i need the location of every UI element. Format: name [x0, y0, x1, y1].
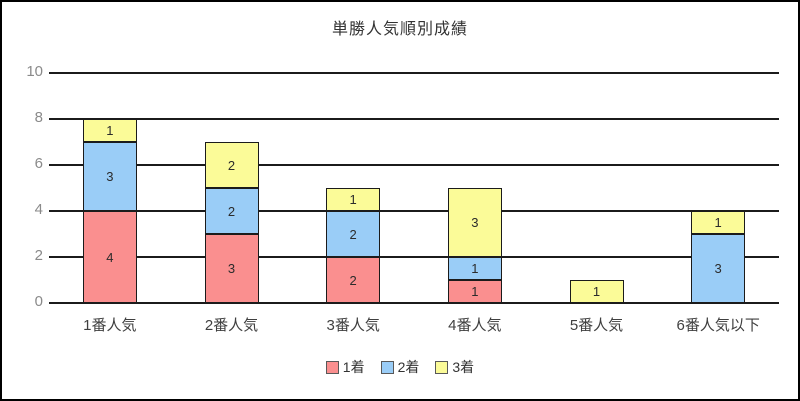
bar-segment-2着: 3: [82, 142, 137, 211]
legend-swatch: [435, 360, 449, 374]
legend-item-2着: 2着: [380, 357, 420, 377]
bar-segment-value: 3: [471, 215, 479, 230]
legend-item-3着: 3着: [435, 357, 474, 377]
bar-segment-value: 1: [471, 261, 479, 276]
gridline: [49, 72, 779, 74]
x-axis-category-label: 3番人気: [326, 317, 380, 334]
bar-segment-3着: 1: [82, 119, 137, 142]
bar-segment-value: 2: [349, 272, 357, 288]
bar-segment-value: 1: [106, 123, 114, 138]
legend-label: 3着: [452, 359, 475, 375]
y-axis-tick-label: 6: [34, 155, 43, 172]
gridline: [49, 164, 779, 166]
x-axis-category-label: 2番人気: [204, 317, 259, 334]
gridline: [49, 302, 779, 304]
legend-label: 2着: [397, 359, 420, 375]
x-axis-category-label: 5番人気: [569, 317, 624, 334]
bar-segment-3着: 1: [326, 188, 381, 211]
bar-segment-value: 3: [106, 169, 114, 184]
bar-segment-value: 4: [106, 249, 114, 265]
bar-segment-1着: 4: [82, 211, 137, 303]
chart-title: 単勝人気順別成績: [331, 21, 468, 38]
y-axis-tick-label: 8: [34, 109, 43, 126]
y-axis-tick-label: 10: [26, 63, 43, 80]
y-axis-tick-label: 0: [34, 293, 43, 310]
bar-segment-2着: 1: [447, 257, 502, 280]
x-axis-category-label: 1番人気: [83, 317, 137, 334]
bar-segment-value: 3: [227, 261, 236, 276]
gridline: [49, 118, 779, 120]
bar-segment-value: 1: [592, 284, 601, 299]
legend-item-1着: 1着: [325, 357, 365, 377]
bar-segment-1着: 3: [204, 234, 259, 303]
legend-swatch: [325, 360, 339, 374]
bar-segment-value: 2: [227, 157, 236, 173]
plot-area: 4 3 1 3 2 2 2 2 1 1 1 3 1 3 1: [49, 72, 779, 304]
bar-segment-3着: 3: [447, 188, 502, 257]
bar-segment-value: 2: [349, 226, 357, 242]
legend-swatch: [380, 360, 394, 374]
x-axis-category-label: 6番人気以下: [676, 317, 760, 334]
y-axis-tick-label: 2: [34, 247, 43, 264]
bar-segment-1着: 1: [447, 280, 502, 303]
bar-segment-2着: 2: [326, 211, 381, 257]
bar-segment-2着: 2: [204, 188, 259, 234]
gridline: [49, 256, 779, 258]
bar-segment-3着: 1: [691, 211, 746, 234]
bar-segment-3着: 2: [204, 142, 259, 188]
bar-segment-value: 2: [227, 203, 236, 219]
x-axis-category-label: 4番人気: [448, 317, 502, 334]
legend: 1着 2着 3着: [2, 357, 798, 377]
bar-segment-3着: 1: [569, 280, 624, 303]
bar-segment-value: 3: [714, 261, 722, 276]
y-axis-tick-label: 4: [34, 201, 43, 218]
bar-segment-value: 1: [349, 192, 357, 207]
bar-segment-2着: 3: [691, 234, 746, 303]
legend-label: 1着: [342, 359, 365, 375]
bar-segment-value: 1: [714, 215, 722, 230]
gridline: [49, 210, 779, 212]
bar-segment-value: 1: [471, 284, 479, 299]
bar-segment-1着: 2: [326, 257, 381, 303]
